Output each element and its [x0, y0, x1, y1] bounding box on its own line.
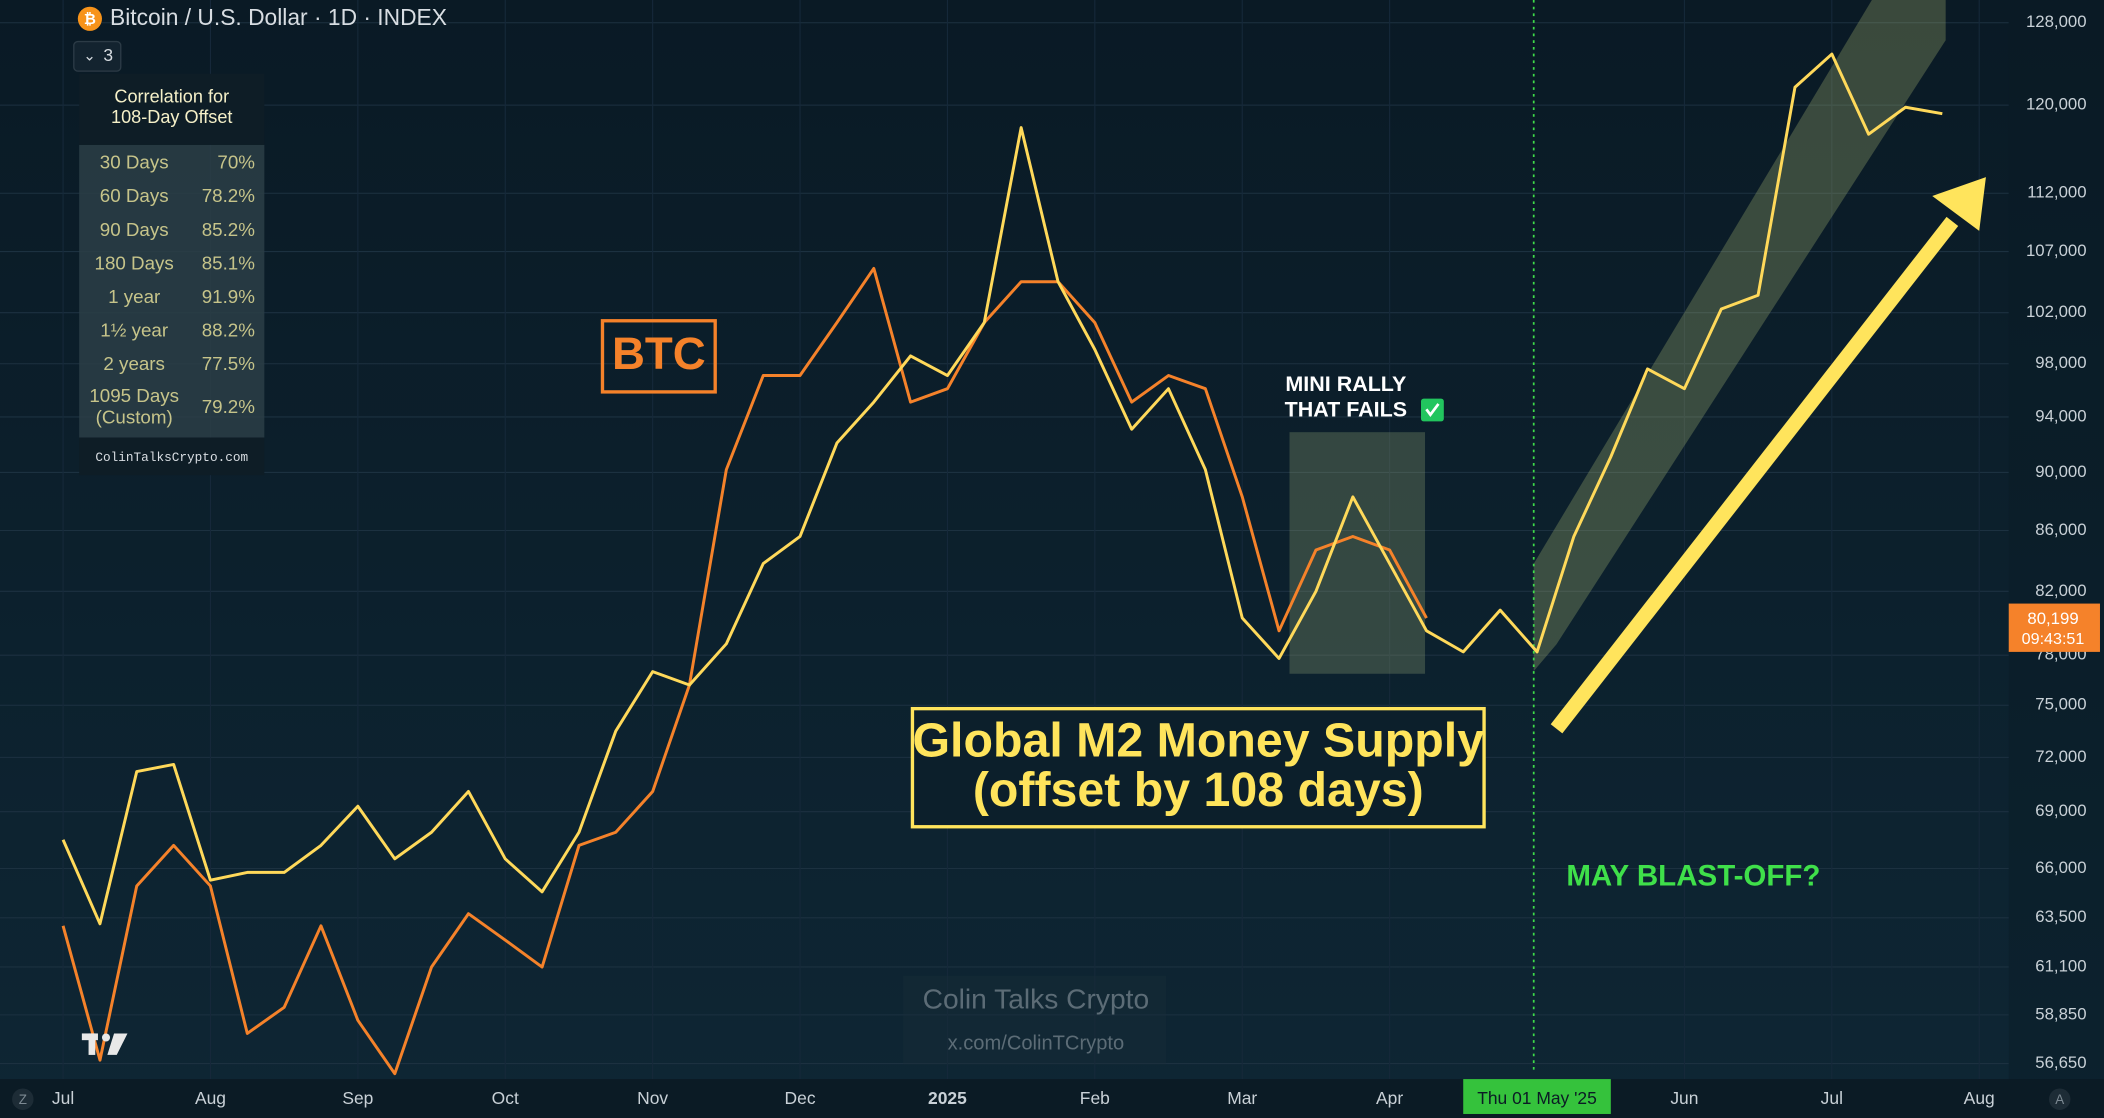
mini-rally-label: MINI RALLY — [1285, 372, 1406, 396]
table-title: 108-Day Offset — [111, 107, 232, 127]
y-tick-label: 120,000 — [2026, 95, 2087, 114]
btc-box — [600, 319, 717, 394]
btc-label: BTC — [612, 328, 706, 379]
y-tick-label: 98,000 — [2035, 353, 2086, 372]
table-cell: 78.2% — [202, 185, 256, 206]
table-footer-bg — [79, 437, 265, 476]
watermark-url: x.com/ColinTCrypto — [948, 1032, 1125, 1054]
x-tick-label: 2025 — [928, 1088, 967, 1108]
chevron: ⌄ — [83, 48, 95, 64]
table-cell: 77.5% — [202, 353, 256, 374]
y-tick-label: 69,000 — [2035, 801, 2086, 820]
grid — [0, 0, 2009, 1080]
x-tick-label: Jun — [1670, 1088, 1698, 1108]
price-label: 80,199 — [2027, 609, 2078, 628]
x-tick-label: Oct — [492, 1088, 519, 1108]
btc-icon-glyph: ₿ — [84, 12, 96, 28]
corner-button[interactable] — [2048, 1088, 2071, 1110]
price-label-bg — [2008, 603, 2100, 652]
y-tick-label: 61,100 — [2035, 956, 2086, 975]
series-line — [61, 52, 1943, 926]
x-tick-label: Sep — [342, 1088, 373, 1108]
table-cell: 90 Days — [100, 219, 169, 240]
table-cell: 1095 Days — [89, 385, 179, 406]
lines — [61, 52, 1943, 1076]
x-tick-label: Nov — [637, 1088, 668, 1108]
rally-box — [1289, 432, 1426, 674]
crosshair-label-bg — [1463, 1079, 1611, 1114]
table-cell: (Custom) — [96, 407, 173, 428]
corner-button[interactable] — [12, 1088, 34, 1110]
table-cell: 1 year — [108, 286, 160, 307]
table-title: Correlation for — [114, 87, 229, 107]
table-cell: 30 Days — [100, 152, 169, 173]
table-cell: 85.2% — [202, 219, 256, 240]
watermark: Colin Talks Crypto — [923, 983, 1149, 1015]
y-tick-label: 72,000 — [2035, 747, 2086, 766]
y-tick-label: 128,000 — [2026, 12, 2087, 31]
arrow-head — [1932, 177, 1986, 231]
x-tick-label: Aug — [1964, 1088, 1995, 1108]
blast-off-label: MAY BLAST-OFF? — [1566, 860, 1820, 893]
crosshair-label: Thu 01 May '25 — [1477, 1088, 1597, 1108]
table-cell: 91.9% — [202, 286, 256, 307]
check-mark — [1425, 403, 1440, 417]
y-tick-label: 102,000 — [2026, 302, 2087, 321]
symbol-title: Bitcoin / U.S. Dollar · 1D · INDEX — [110, 4, 447, 30]
table-cell: 79.2% — [202, 396, 256, 417]
table: 30 Days 70% 60 Days 78.2% 90 Days 85.2% 180 Da… — [89, 152, 255, 428]
y-tick-label: 63,500 — [2035, 907, 2086, 926]
indicator-count: 3 — [103, 45, 113, 65]
x-tick-label: Jul — [1821, 1088, 1843, 1108]
table-body — [79, 144, 265, 438]
table-cell: 85.1% — [202, 252, 256, 273]
table-cell: 180 Days — [95, 252, 174, 273]
mini-rally-label: THAT FAILS — [1285, 397, 1407, 421]
table-cell: 1½ year — [100, 319, 168, 340]
table-header — [79, 73, 265, 145]
axes: 128,000 120,000 112,000 107,000 102,000 98,00… — [52, 12, 2100, 1114]
y-tick-label: 94,000 — [2035, 406, 2086, 425]
table-cell: 60 Days — [100, 185, 169, 206]
x-tick-label: Apr — [1376, 1088, 1403, 1108]
y-tick-label: 56,650 — [2035, 1053, 2086, 1072]
y-tick-label: 58,850 — [2035, 1004, 2086, 1023]
x-axis-bg — [0, 1079, 2104, 1118]
btc-icon — [77, 6, 102, 31]
y-tick-label: 86,000 — [2035, 520, 2086, 539]
table-footer: ColinTalksCrypto.com — [95, 450, 248, 465]
m2-box — [910, 706, 1486, 829]
countdown: 09:43:51 — [2022, 630, 2085, 648]
x-tick-label: Feb — [1080, 1088, 1110, 1108]
y-tick-label: 90,000 — [2035, 462, 2086, 481]
y-tick-label: 66,000 — [2035, 858, 2086, 877]
table-cell: 2 years — [103, 353, 165, 374]
x-tick-label: Jul — [52, 1088, 74, 1108]
m2-label: (offset by 108 days) — [973, 763, 1424, 817]
indicator-toggle[interactable] — [73, 40, 122, 72]
corner-right: A — [2055, 1092, 2064, 1107]
table-cell: 70% — [217, 152, 255, 173]
table-cell: 88.2% — [202, 319, 256, 340]
channel — [1533, 0, 1946, 672]
x-tick-label: Mar — [1227, 1088, 1257, 1108]
m2-label: Global M2 Money Supply — [913, 713, 1485, 767]
arrow-shaft — [1550, 216, 1959, 734]
corner-left: Z — [19, 1092, 27, 1107]
y-tick-label: 82,000 — [2035, 581, 2086, 600]
y-tick-label: 107,000 — [2026, 241, 2087, 260]
series-line — [61, 266, 1428, 1076]
x-tick-label: Dec — [785, 1088, 816, 1108]
x-tick-label: Aug — [195, 1088, 226, 1108]
y-axis-bg — [2008, 0, 2104, 1080]
y-tick-label: 112,000 — [2027, 183, 2086, 202]
watermark-bg — [903, 975, 1167, 1065]
y-tick-label: 75,000 — [2035, 695, 2086, 714]
tv-logo — [81, 1033, 128, 1055]
